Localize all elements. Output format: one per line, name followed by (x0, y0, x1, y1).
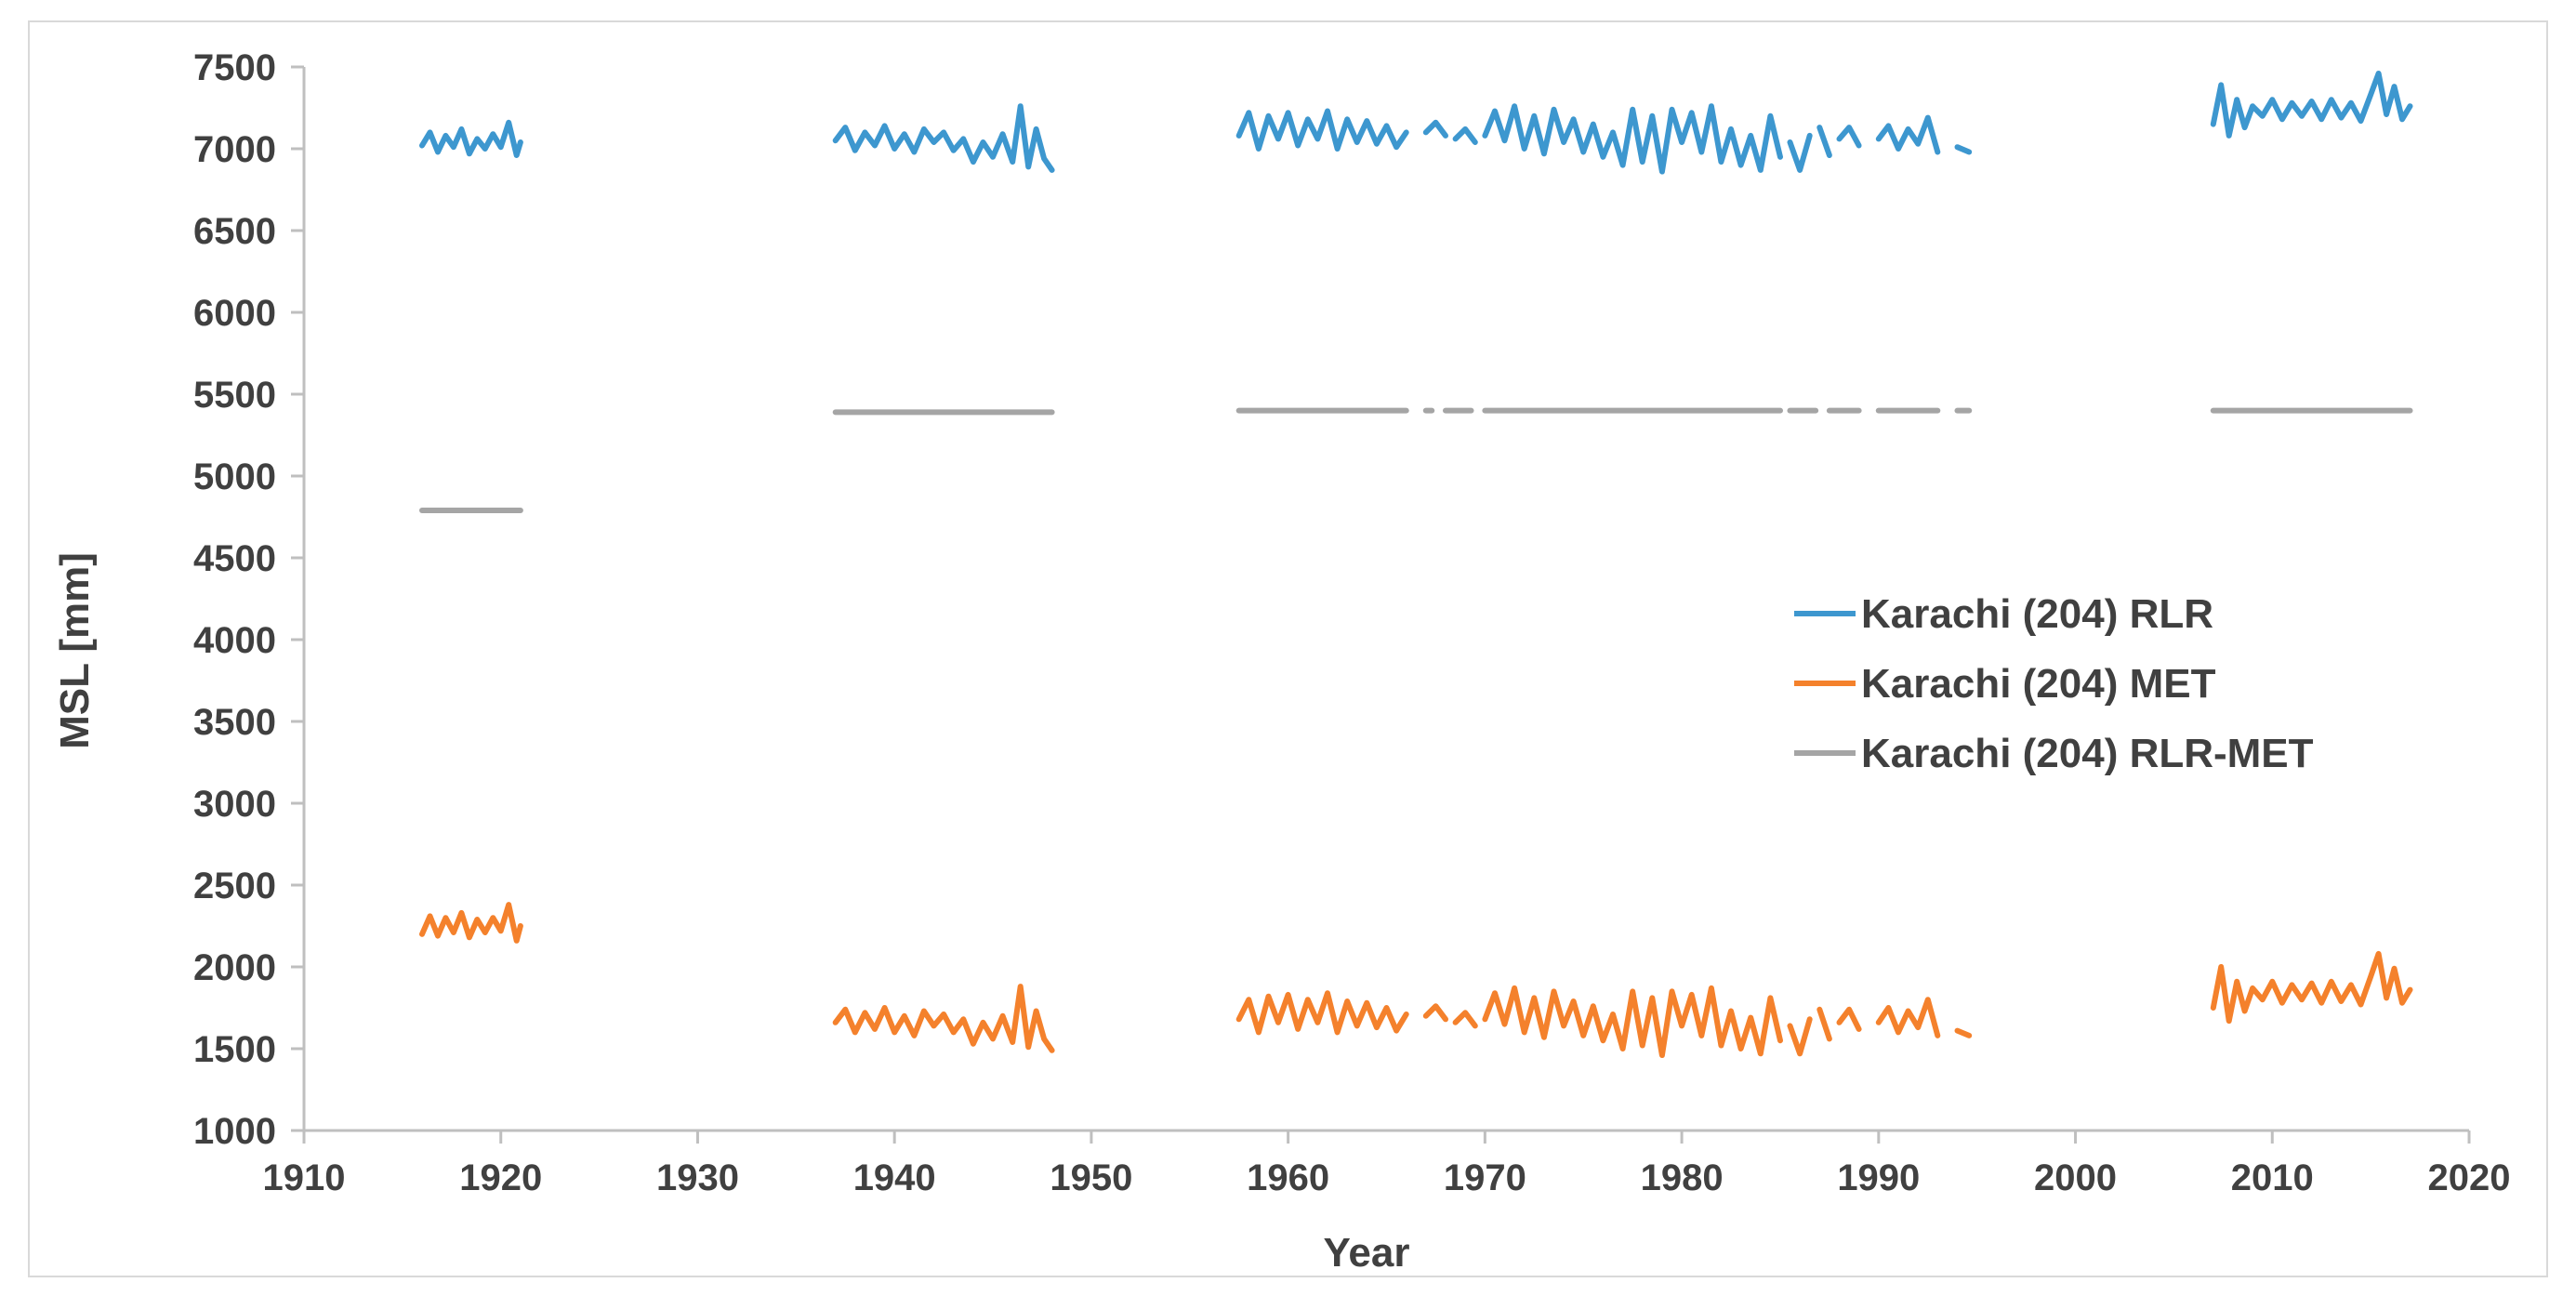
y-tick-label: 7000 (193, 129, 276, 170)
legend-label: Karachi (204) RLR (1861, 591, 2213, 637)
y-tick-label: 6500 (193, 211, 276, 252)
series-line-segment (1787, 1016, 1813, 1057)
series-line-segment (1836, 1006, 1862, 1032)
y-tick-label: 6000 (193, 293, 276, 334)
x-tick-label: 1990 (1837, 1157, 1920, 1198)
chart-frame (28, 20, 2548, 1277)
series-line-segment (1816, 1006, 1832, 1042)
series-line-segment (1836, 125, 1862, 149)
x-tick-label: 1970 (1444, 1157, 1526, 1198)
series-line-segment (2210, 71, 2413, 139)
y-tick-label: 2000 (193, 947, 276, 988)
series-line-segment (419, 119, 523, 158)
series-line-segment (1235, 990, 1409, 1036)
series-line-segment (832, 984, 1055, 1053)
x-tick-label: 1910 (263, 1157, 346, 1198)
series-1 (419, 902, 2413, 1058)
y-tick-label: 5000 (193, 456, 276, 497)
x-tick-label: 1920 (459, 1157, 542, 1198)
x-tick-label: 2020 (2428, 1157, 2511, 1198)
x-tick-label: 1950 (1050, 1157, 1132, 1198)
y-tick-label: 1000 (193, 1111, 276, 1152)
series-line-segment (1452, 1010, 1478, 1029)
series-line-segment (1482, 103, 1783, 175)
y-tick-label: 5500 (193, 375, 276, 416)
y-axis: 1000 1500 2000 2500 3000 3500 4000 4500 5000 5500… (193, 47, 306, 1152)
x-axis: 1910 1920 1930 1940 1950 1960 1970 1980 1990 2000… (263, 1129, 2511, 1198)
series-2 (419, 407, 2413, 513)
legend-label: Karachi (204) RLR-MET (1861, 731, 2314, 776)
y-tick-label: 3000 (193, 784, 276, 825)
x-tick-label: 1960 (1247, 1157, 1329, 1198)
series-0 (419, 71, 2413, 175)
series-line-segment (1482, 985, 1783, 1058)
series-line-segment (832, 103, 1055, 173)
y-tick-label: 4500 (193, 538, 276, 579)
y-tick-label: 3500 (193, 702, 276, 743)
series-line-segment (1422, 119, 1448, 139)
series-line-segment (1875, 997, 1941, 1038)
x-tick-label: 2000 (2034, 1157, 2117, 1198)
plot-area (419, 71, 2413, 1058)
x-tick-label: 2010 (2231, 1157, 2314, 1198)
legend-label: Karachi (204) MET (1861, 661, 2216, 707)
series-line-segment (1954, 1027, 1973, 1038)
series-line-segment (1787, 132, 1813, 173)
y-tick-label: 2500 (193, 866, 276, 906)
y-tick-label: 4000 (193, 620, 276, 661)
legend: Karachi (204) RLR Karachi (204) MET Karach… (1794, 591, 2314, 776)
x-tick-label: 1930 (656, 1157, 739, 1198)
y-tick-label: 1500 (193, 1029, 276, 1070)
series-line-segment (1422, 1003, 1448, 1023)
series-line-segment (1816, 125, 1832, 158)
series-line-segment (1235, 108, 1409, 152)
series-line-segment (419, 902, 523, 944)
x-tick-label: 1980 (1641, 1157, 1724, 1198)
series-line-segment (1452, 126, 1478, 145)
x-axis-title: Year (1324, 1230, 1410, 1276)
y-tick-label: 7500 (193, 47, 276, 88)
y-axis-title: MSL [mm] (52, 552, 98, 749)
series-line-segment (1954, 144, 1973, 155)
series-line-segment (2210, 950, 2413, 1025)
x-tick-label: 1940 (853, 1157, 936, 1198)
series-line-segment (1875, 114, 1941, 155)
